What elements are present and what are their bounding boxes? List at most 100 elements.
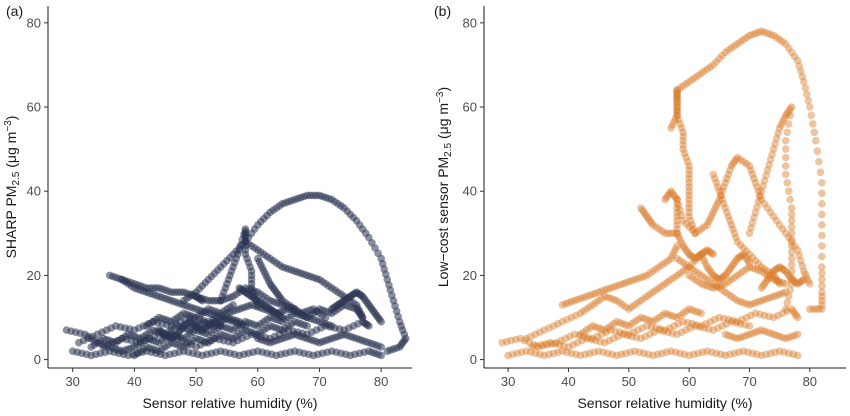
- data-point-448: [784, 233, 793, 242]
- data-point-19: [584, 333, 592, 342]
- data-point-505: [769, 271, 778, 280]
- data-point-248: [673, 212, 681, 221]
- data-point-245: [673, 200, 681, 208]
- data-point-85: [576, 351, 585, 360]
- data-point-176: [667, 275, 675, 284]
- data-point-326: [697, 69, 705, 78]
- data-point-328: [703, 65, 711, 73]
- data-point-419: [721, 179, 730, 187]
- data-point-412: [711, 205, 719, 213]
- data-point-50: [724, 315, 733, 324]
- data-point-312: [685, 208, 693, 217]
- x-axis-title: Sensor relative humidity (%): [142, 395, 317, 411]
- data-point-401: [685, 223, 693, 231]
- data-point-742: [720, 272, 728, 281]
- data-point-218: [628, 276, 636, 285]
- panel-a: 30 40 50 60 70 80 0 20 40 60 80 Sensor relative hum…: [3, 3, 412, 411]
- data-point-638: [579, 328, 588, 337]
- data-point-662: [652, 315, 660, 324]
- data-point-468: [649, 221, 657, 229]
- data-point-601: [775, 290, 784, 299]
- data-point-15: [566, 332, 574, 341]
- data-point-88: [590, 348, 598, 357]
- data-point-765: [765, 273, 773, 282]
- data-point-658: [640, 314, 648, 323]
- data-point-877: [377, 343, 386, 351]
- data-point-375: [818, 189, 826, 198]
- data-point-191: [704, 247, 713, 255]
- data-point-252: [673, 229, 681, 238]
- data-point-717: [704, 325, 713, 333]
- data-point-142: [558, 317, 567, 326]
- data-point-107: [676, 349, 684, 358]
- data-point-489: [727, 221, 736, 229]
- data-point-267: [695, 251, 704, 260]
- data-point-689: [578, 336, 586, 345]
- data-point-734: [708, 269, 716, 278]
- data-point-794: [736, 333, 745, 342]
- data-point-210: [603, 285, 612, 293]
- data-point-465: [644, 214, 653, 223]
- data-point-789: [721, 330, 730, 339]
- data-point-378: [818, 221, 826, 229]
- data-point-93: [612, 351, 621, 360]
- data-point-403: [691, 229, 699, 238]
- data-point-80: [554, 348, 562, 357]
- data-point-795: [229, 301, 237, 309]
- data-point-583: [721, 288, 730, 297]
- data-point-37: [665, 324, 674, 332]
- data-point-704: [646, 330, 654, 339]
- data-point-73: [522, 347, 530, 356]
- data-point-204: [585, 291, 594, 300]
- data-point-575: [697, 271, 705, 280]
- data-point-41: [683, 319, 692, 327]
- data-point-273: [673, 111, 681, 120]
- data-point-174: [661, 280, 669, 288]
- data-point-707: [659, 327, 668, 336]
- data-point-550: [787, 204, 796, 212]
- data-point-521: [762, 171, 770, 180]
- data-point-405: [697, 225, 705, 233]
- data-point-192: [706, 248, 715, 256]
- data-point-87: [585, 349, 594, 358]
- data-point-279: [673, 92, 681, 101]
- data-point-561: [787, 273, 796, 282]
- data-point-115: [712, 349, 721, 358]
- data-point-95: [622, 349, 630, 358]
- data-point-316: [689, 225, 698, 233]
- data-point-565: [783, 299, 791, 307]
- data-point-81: [558, 347, 567, 356]
- data-point-238: [664, 191, 672, 200]
- data-point-301: [685, 162, 693, 170]
- data-point-188: [700, 248, 708, 256]
- data-point-35: [656, 325, 665, 333]
- data-point-292: [677, 124, 686, 132]
- data-point-809: [781, 334, 790, 343]
- data-point-92: [608, 350, 616, 359]
- x-tick-label-70: 70: [742, 374, 756, 389]
- data-point-136: [531, 330, 540, 339]
- data-point-83: [567, 349, 576, 358]
- data-point-239: [665, 189, 674, 198]
- data-point-380: [818, 242, 826, 250]
- data-point-170: [649, 288, 657, 297]
- data-point-642: [591, 323, 600, 331]
- data-point-692: [591, 336, 600, 345]
- data-point-157: [609, 295, 618, 304]
- data-point-540: [784, 120, 793, 128]
- data-point-812: [790, 331, 799, 340]
- data-point-652: [622, 321, 630, 329]
- data-point-199: [570, 296, 579, 305]
- data-point-104: [662, 348, 671, 357]
- data-point-556: [787, 242, 796, 250]
- data-point-598: [766, 293, 775, 302]
- data-point-748: [729, 261, 737, 269]
- data-point-778: [784, 271, 793, 280]
- data-point-524: [766, 155, 775, 164]
- data-point-836: [216, 322, 225, 330]
- data-point-731: [703, 263, 711, 271]
- data-point-388: [818, 296, 826, 305]
- data-point-201: [576, 294, 585, 303]
- data-point-391: [815, 305, 823, 313]
- data-point-310: [685, 200, 693, 208]
